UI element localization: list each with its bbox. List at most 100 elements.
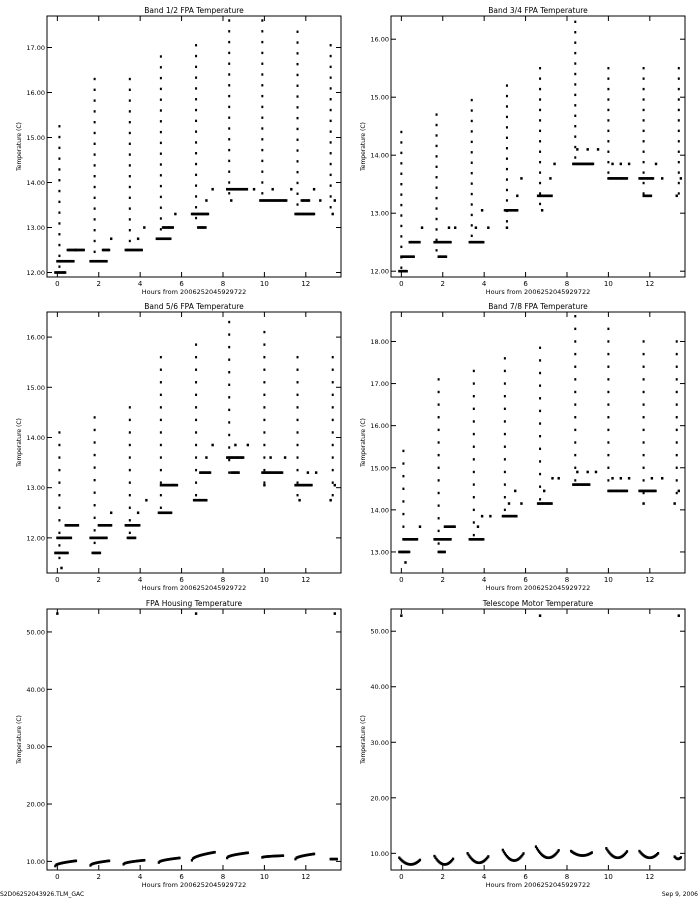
data-point (331, 431, 334, 434)
data-point (644, 489, 647, 493)
data-point (228, 433, 231, 437)
data-point (235, 187, 239, 191)
data-point (240, 187, 244, 191)
data-point (579, 483, 582, 486)
data-point (539, 160, 542, 164)
data-point (627, 476, 631, 480)
data-point (158, 237, 161, 241)
data-point (68, 524, 71, 527)
data-point (195, 130, 198, 133)
data-point (556, 850, 559, 854)
data-point (469, 538, 473, 541)
data-point (104, 248, 107, 252)
data-point (66, 248, 69, 252)
data-point (539, 98, 542, 101)
data-point (93, 121, 96, 124)
data-point (204, 226, 207, 229)
data-point (437, 428, 440, 432)
data-point (549, 177, 552, 180)
data-point (80, 248, 83, 252)
data-point (192, 212, 195, 216)
data-point (505, 84, 508, 87)
data-point (608, 177, 611, 180)
data-point (617, 177, 620, 180)
data-point (482, 240, 485, 244)
chart-panel: Band 7/8 FPA Temperature Hours from 20062… (360, 302, 686, 592)
data-point (409, 538, 412, 541)
data-point (433, 854, 436, 858)
data-point (58, 544, 61, 547)
data-point (58, 146, 61, 150)
data-point (168, 237, 171, 241)
data-point (575, 162, 579, 166)
data-point (246, 443, 250, 447)
data-point (195, 431, 198, 434)
data-point (439, 538, 442, 541)
data-point (201, 471, 204, 474)
plot-frame (390, 311, 686, 574)
data-point (607, 160, 610, 164)
data-point (237, 187, 240, 191)
y-tick-label: 13.00 (370, 548, 389, 556)
data-point (479, 240, 482, 244)
data-point (675, 466, 678, 469)
data-point (128, 131, 131, 135)
data-point (574, 441, 577, 444)
chart-title: Band 3/4 FPA Temperature (488, 6, 588, 15)
data-point (160, 237, 163, 241)
data-point (93, 453, 96, 457)
y-tick-label: 13.00 (26, 224, 45, 232)
data-point (91, 551, 94, 555)
data-point (161, 511, 164, 515)
data-point (402, 449, 405, 453)
data-point (539, 346, 542, 349)
data-point (607, 150, 610, 153)
data-point (474, 240, 477, 244)
data-point (81, 248, 84, 252)
data-point (329, 44, 332, 47)
data-point (99, 259, 102, 263)
data-point (195, 381, 198, 384)
data-point (263, 355, 266, 359)
data-point (234, 443, 237, 447)
data-point (240, 456, 244, 459)
data-point (82, 248, 85, 252)
data-point (510, 514, 513, 518)
data-points (54, 320, 336, 570)
data-point (195, 343, 198, 346)
chart-title: FPA Housing Temperature (146, 599, 243, 608)
date-label: Sep 9, 2006 (661, 891, 698, 898)
data-point (108, 524, 112, 527)
data-point (156, 237, 160, 241)
data-point (93, 175, 96, 178)
data-point (195, 481, 198, 484)
data-point (441, 255, 444, 258)
data-point (198, 226, 201, 229)
data-point (331, 443, 334, 447)
data-point (76, 248, 79, 252)
data-point (579, 162, 582, 166)
x-tick-label: 2 (441, 576, 445, 584)
data-point (451, 525, 455, 528)
data-point (126, 536, 129, 540)
data-point (675, 491, 678, 495)
data-point (58, 211, 61, 214)
data-point (159, 418, 162, 422)
data-point (165, 226, 168, 229)
data-point (505, 188, 508, 192)
data-point (263, 443, 266, 447)
data-point (128, 175, 131, 178)
data-point (312, 852, 316, 856)
data-point (639, 177, 642, 180)
data-point (159, 468, 162, 472)
data-point (405, 269, 408, 273)
data-point (124, 248, 127, 252)
x-tick-label: 4 (482, 280, 487, 288)
data-point (58, 531, 61, 535)
data-point (164, 483, 167, 487)
data-point (306, 483, 309, 487)
data-point (298, 483, 301, 487)
data-point (228, 170, 231, 173)
data-point (675, 453, 678, 457)
y-axis-label: Temperature (C) (16, 715, 23, 765)
